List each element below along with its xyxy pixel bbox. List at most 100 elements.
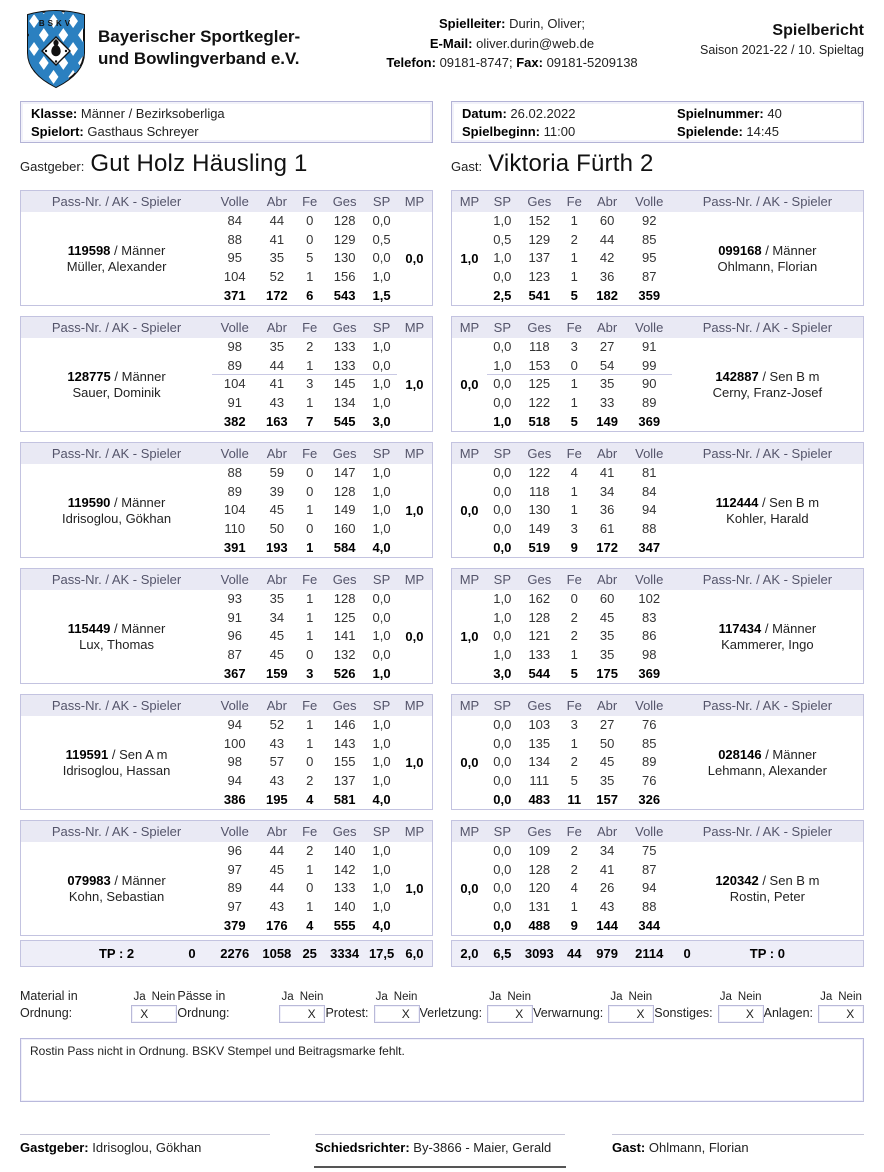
lane-1-ges: 128 [333,213,356,228]
player-total-sp: 2,5 [493,288,512,303]
lane-1-abr: 44 [269,213,285,228]
column-header: Ges [332,194,357,209]
player-total-ges: 488 [528,918,551,933]
lane-2-volle: 84 [641,483,657,499]
player-total-abr: 157 [596,792,618,807]
player-pass-number: 119591 [65,746,109,762]
match-points: 1,0 [405,377,424,392]
lane-3-sp: 1,0 [493,250,512,265]
lane-1-abr: 52 [269,717,285,732]
ja-nein-labels: Ja Nein [489,991,531,1003]
player-pass-ak: 119590 / Männer [67,494,166,510]
column-header: Volle [220,320,249,335]
match-points: 1,0 [405,881,424,896]
lane-2-fe: 2 [570,861,578,877]
check-mark: X [140,1007,149,1021]
lane-2-ges: 129 [528,231,551,247]
column-header: Volle [635,698,664,713]
lane-4-volle: 88 [641,898,657,914]
player-pass-ak: 079983 / Männer [67,872,166,888]
klasse-row: Klasse: Männer / Bezirksoberliga [31,106,225,121]
lane-4-volle: 88 [641,520,657,536]
lane-4-abr: 52 [269,268,285,284]
column-header: Fe [566,320,582,335]
check-label: Verletzung: [419,1006,483,1020]
lane-4-ges: 140 [333,898,356,914]
lane-1-sp: 1,0 [493,213,512,228]
column-header: Pass-Nr. / AK - Spieler [702,824,833,839]
lane-4-sp: 1,0 [372,520,391,536]
column-header: Ges [332,572,357,587]
lane-1-fe: 1 [306,717,314,732]
player-total-fe: 11 [567,792,582,807]
lane-2-fe: 1 [306,609,314,625]
lane-3-volle: 86 [641,628,657,643]
player-total-volle: 344 [638,918,661,933]
player-pass-ak: 128775 / Männer [67,368,166,384]
column-header: Ges [527,824,552,839]
spielbeginn-cell: Spielbeginn: 11:00 [462,124,576,139]
lane-4-abr: 35 [599,646,615,662]
lane-4-volle: 76 [641,772,657,788]
player-identity-right: 117434 / Männer Kammerer, Ingo [672,590,863,683]
player-identity-right: 112444 / Sen B m Kohler, Harald [672,464,863,557]
lane-2-abr: 44 [599,231,615,247]
column-header: SP [372,446,391,461]
spielort-row: Spielort: Gasthaus Schreyer [31,124,199,139]
lane-4-fe: 0 [306,646,314,662]
player-pass-number: 079983 [67,872,111,888]
lane-4-fe: 1 [306,898,314,914]
lane-3-ges: 130 [528,502,551,517]
player-table-right: MP SP Ges Fe Abr Volle Pass-Nr. / AK - Spieler… [451,316,864,432]
lane-2-abr: 41 [269,231,285,247]
player-total-ges: 555 [333,918,356,933]
lane-4-volle: 87 [227,646,242,662]
match-points: 0,0 [405,251,424,266]
lane-1-abr: 35 [269,339,285,354]
player-name: Kammerer, Ingo [721,636,814,652]
player-pass-number: 142887 [715,368,759,384]
player-name: Ohlmann, Florian [717,258,818,274]
player-scores: 112444 / Sen B m Kohler, Harald 0,0 0,0 122 4… [452,464,863,557]
lane-1-ges: 118 [528,339,550,354]
ja-nein-labels: Ja Nein [610,991,653,1003]
home-total-mp: 6,0 [405,946,424,961]
lane-1-sp: 0,0 [372,591,391,606]
lane-2-fe: 0 [306,231,314,247]
player-total-fe: 4 [306,792,314,807]
player-table-left: Pass-Nr. / AK - Spieler Volle Abr Fe Ges SP MP… [20,442,433,558]
lane-4-sp: 0,0 [493,268,512,284]
lane-1-ges: 133 [333,339,356,354]
player-pass-ak: 120342 / Sen B m [715,872,820,888]
lane-3-ges: 125 [528,376,551,391]
lane-2-abr: 54 [587,357,627,375]
column-header: Volle [635,824,664,839]
lane-2-fe: 2 [570,231,578,247]
column-header: SP [493,824,511,839]
column-header: Abr [596,824,618,839]
player-total-sp: 1,0 [372,666,391,681]
score-column-headers: Pass-Nr. / AK - Spieler Volle Abr Fe Ges SP MP [21,443,432,464]
player-identity-left: 115449 / Männer Lux, Thomas [21,590,212,683]
lane-3-sp: 1,0 [372,502,391,517]
column-header: Fe [302,572,318,587]
lane-3-ges: 133 [333,880,356,895]
player-pass-number: 115449 [67,620,111,636]
lane-4-fe: 0 [306,520,314,536]
column-header: MP [404,824,425,839]
lane-1-volle: 98 [227,339,242,354]
column-header: Pass-Nr. / AK - Spieler [702,320,833,335]
signature-referee: Schiedsrichter: By-3866 - Maier, Gerald [315,1134,565,1155]
column-header: Abr [596,446,618,461]
match-row: Pass-Nr. / AK - Spieler Volle Abr Fe Ges SP MP… [20,820,864,936]
player-table-right: MP SP Ges Fe Abr Volle Pass-Nr. / AK - Spieler… [451,820,864,936]
check-anlagen: Anlagen: Ja Nein X [764,991,864,1023]
column-header: Abr [266,320,287,335]
lane-1-volle: 93 [227,591,242,606]
date-time-box: Datum: 26.02.2022 Spielnummer: 40 Spielb… [451,101,864,143]
lane-3-ges: 134 [528,754,551,769]
lane-3-volle: 94 [641,502,657,517]
lane-3-sp: 0,0 [493,502,512,517]
player-total-ges: 543 [333,288,356,303]
lane-3-sp: 0,0 [493,628,512,643]
